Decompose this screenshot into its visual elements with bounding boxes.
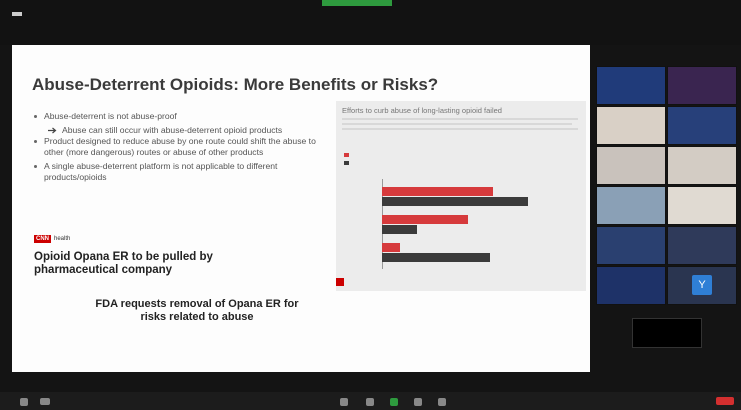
participant-tile[interactable] (596, 66, 666, 105)
sub-bullet: Abuse can still occur with abuse-deterre… (32, 125, 322, 136)
chat-button[interactable] (366, 398, 374, 406)
participant-gallery: Y (596, 66, 736, 306)
reactions-button[interactable] (438, 398, 446, 406)
participant-tile[interactable] (667, 146, 737, 185)
share-indicator[interactable] (322, 0, 392, 6)
news-section: health (54, 236, 70, 242)
menu-icon[interactable] (12, 12, 22, 16)
participant-tile[interactable] (596, 106, 666, 145)
bar (382, 215, 468, 224)
news-headline: Opioid Opana ER to be pulled by pharmace… (34, 251, 244, 277)
bullet-list: Abuse-deterrent is not abuse-proof Abuse … (32, 111, 322, 186)
sub-bullet-text: Abuse can still occur with abuse-deterre… (62, 125, 282, 135)
participants-button[interactable] (340, 398, 348, 406)
video-button[interactable] (40, 398, 50, 405)
record-button[interactable] (414, 398, 422, 406)
legend-swatch (344, 161, 349, 165)
bar (382, 187, 493, 196)
share-button[interactable] (390, 398, 398, 406)
bar (382, 243, 400, 252)
slide-title: Abuse-Deterrent Opioids: More Benefits o… (32, 75, 438, 95)
bar (382, 197, 528, 206)
bar (382, 253, 490, 262)
news-logo: CNN (34, 235, 51, 243)
participant-tile[interactable]: Y (667, 266, 737, 305)
news-headline: FDA requests removal of Opana ER for ris… (92, 298, 302, 324)
shared-slide: Abuse-Deterrent Opioids: More Benefits o… (12, 45, 590, 372)
news-source: CNN health (34, 235, 70, 243)
top-bar (0, 0, 741, 45)
participant-tile[interactable] (667, 106, 737, 145)
participant-avatar: Y (692, 275, 712, 295)
plot-area (336, 101, 586, 291)
participant-tile[interactable] (596, 146, 666, 185)
bullet: Product designed to reduce abuse by one … (32, 136, 322, 158)
participant-tile[interactable] (667, 66, 737, 105)
bullet: A single abuse-deterrent platform is not… (32, 161, 322, 183)
participant-tile[interactable] (596, 226, 666, 265)
participant-tile[interactable] (596, 186, 666, 225)
toolbar (0, 392, 741, 410)
participant-tile[interactable] (667, 226, 737, 265)
arrow-icon (48, 127, 58, 134)
legend-swatch (344, 153, 349, 157)
mute-button[interactable] (20, 398, 28, 406)
zoom-window: Abuse-Deterrent Opioids: More Benefits o… (0, 0, 741, 410)
chart-panel: Efforts to curb abuse of long-lasting op… (336, 101, 586, 291)
participant-tile[interactable] (632, 318, 702, 348)
leave-button[interactable] (716, 397, 734, 405)
participant-tile[interactable] (596, 266, 666, 305)
bullet: Abuse-deterrent is not abuse-proof (32, 111, 322, 122)
participant-tile[interactable] (667, 186, 737, 225)
bar (382, 225, 417, 234)
